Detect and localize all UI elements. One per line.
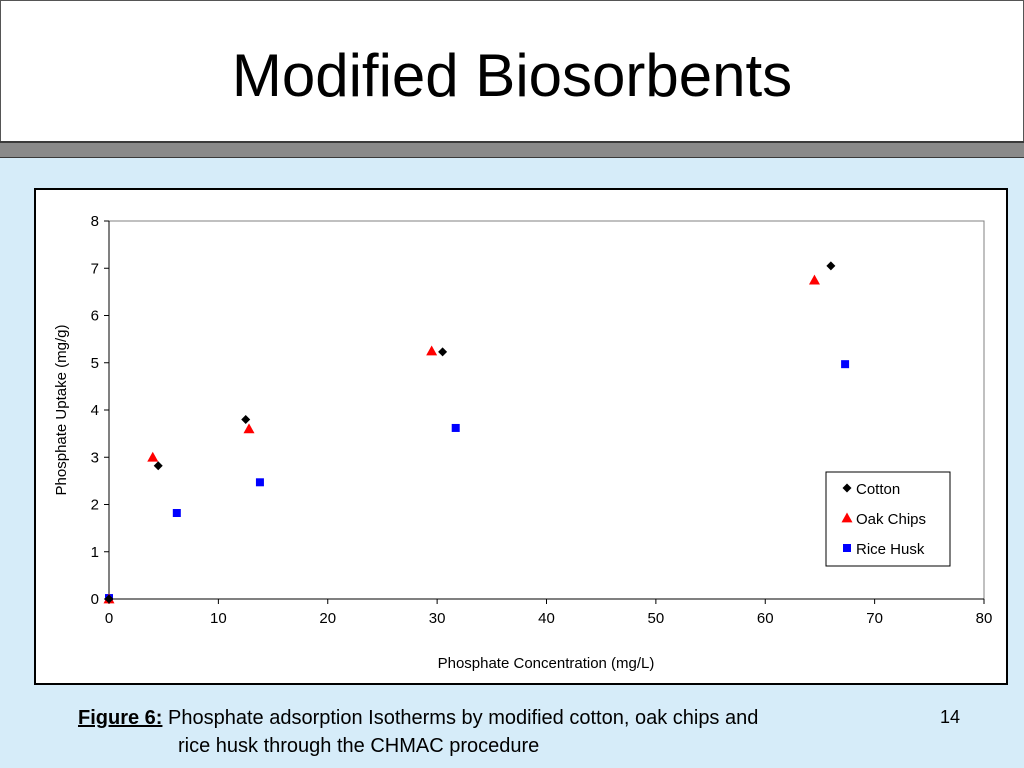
x-tick-label: 10 <box>210 610 227 627</box>
cotton-point <box>104 594 114 604</box>
caption-text-line2: rice husk through the CHMAC procedure <box>178 735 540 757</box>
x-tick-label: 40 <box>538 610 555 627</box>
legend-label-rice-husk: Rice Husk <box>856 541 925 558</box>
cotton-point <box>438 347 448 357</box>
legend-marker-oak-chips <box>841 512 853 523</box>
x-tick-label: 60 <box>757 610 774 627</box>
cotton-point <box>826 261 836 271</box>
rice-husk-point <box>255 478 264 487</box>
legend-label-cotton: Cotton <box>856 481 900 498</box>
rice-husk-point <box>841 360 850 369</box>
caption-label: Figure 6: <box>78 707 163 729</box>
oak-chips-point <box>147 451 159 462</box>
y-tick-label: 6 <box>91 308 99 325</box>
y-tick-label: 0 <box>91 591 99 608</box>
slide-title: Modified Biosorbents <box>231 42 793 109</box>
caption-text-line1: Phosphate adsorption Isotherms by modifi… <box>162 707 759 729</box>
y-tick-label: 7 <box>91 260 99 277</box>
x-tick-label: 0 <box>105 610 113 627</box>
x-tick-label: 30 <box>429 610 446 627</box>
rice-husk-point <box>172 509 181 518</box>
x-tick-label: 50 <box>648 610 665 627</box>
y-axis-title: Phosphate Uptake (mg/g) <box>53 325 70 496</box>
figure-caption: Figure 6: Phosphate adsorption Isotherms… <box>78 704 918 760</box>
cotton-point <box>241 414 251 424</box>
oak-chips-point <box>426 345 438 356</box>
cotton-point <box>153 461 163 471</box>
y-tick-label: 4 <box>91 402 99 419</box>
x-tick-label: 70 <box>866 610 883 627</box>
slide-header: Modified Biosorbents <box>0 0 1024 142</box>
oak-chips-point <box>243 423 255 434</box>
oak-chips-point <box>808 274 820 285</box>
y-tick-label: 1 <box>91 544 99 561</box>
legend-marker-cotton <box>842 483 852 493</box>
x-axis-title: Phosphate Concentration (mg/L) <box>438 655 655 672</box>
legend-marker-rice-husk <box>843 544 851 552</box>
y-tick-label: 8 <box>91 213 99 230</box>
x-tick-label: 80 <box>976 610 993 627</box>
chart-frame: 0 1 2 3 4 5 6 7 8 0 10 20 30 40 50 60 70 80 Phosphate Con… <box>34 188 1008 685</box>
slide-number: 14 <box>940 707 961 727</box>
chart-legend: Cotton Oak Chips Rice Husk <box>825 471 951 567</box>
title-divider-bar <box>0 141 1024 158</box>
y-tick-label: 5 <box>91 355 99 372</box>
y-tick-label: 2 <box>91 497 99 514</box>
rice-husk-point <box>451 423 460 432</box>
y-tick-label: 3 <box>91 449 99 466</box>
legend-label-oak-chips: Oak Chips <box>856 511 926 528</box>
x-tick-label: 20 <box>319 610 336 627</box>
